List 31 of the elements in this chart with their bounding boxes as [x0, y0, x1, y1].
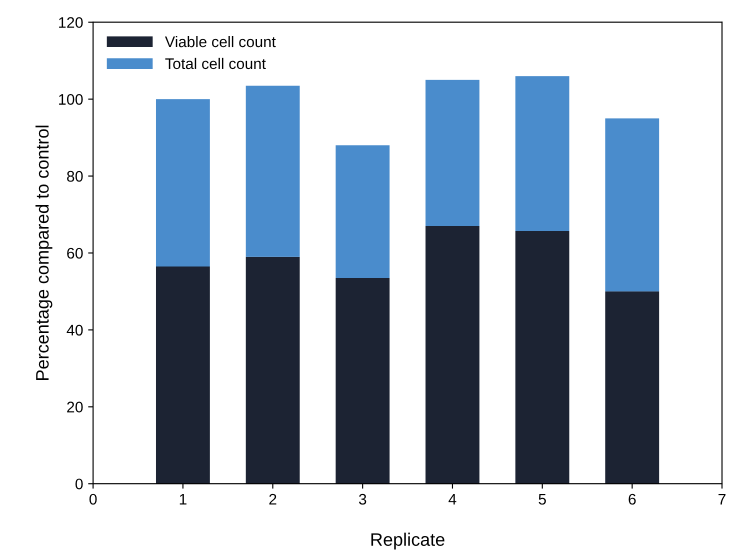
y-tick-label: 0: [75, 478, 83, 490]
bar: [605, 291, 660, 484]
bar: [426, 80, 480, 226]
x-axis-title: Replicate: [371, 532, 444, 550]
y-tick-label: 60: [67, 248, 83, 259]
x-tick-label: 0: [89, 494, 97, 505]
y-tick-label: 100: [59, 94, 83, 105]
bar: [246, 256, 300, 484]
y-tick-label: 80: [67, 170, 83, 182]
x-tick-label: 4: [448, 494, 456, 505]
bar: [336, 145, 390, 278]
x-tick-label: 1: [180, 494, 186, 505]
y-axis-title: Percentage compared to control: [35, 126, 52, 380]
y-tick-label: 20: [67, 402, 83, 412]
bar: [605, 118, 660, 292]
x-tick-label: 5: [538, 494, 546, 505]
x-tick-label: 7: [718, 494, 726, 505]
bar: [336, 278, 390, 484]
x-tick-label: 6: [628, 494, 636, 505]
bar: [246, 86, 300, 257]
bar: [156, 99, 210, 266]
bar: [426, 226, 480, 484]
bar: [515, 231, 570, 484]
bar: [515, 76, 570, 232]
y-tick-label: 120: [59, 17, 83, 28]
legend-label: Total cell count: [165, 58, 266, 70]
x-tick-label: 2: [269, 494, 276, 505]
legend-label: Viable cell count: [164, 36, 276, 48]
x-tick-label: 3: [358, 494, 366, 505]
bar: [156, 266, 210, 484]
y-tick-label: 40: [66, 324, 83, 336]
